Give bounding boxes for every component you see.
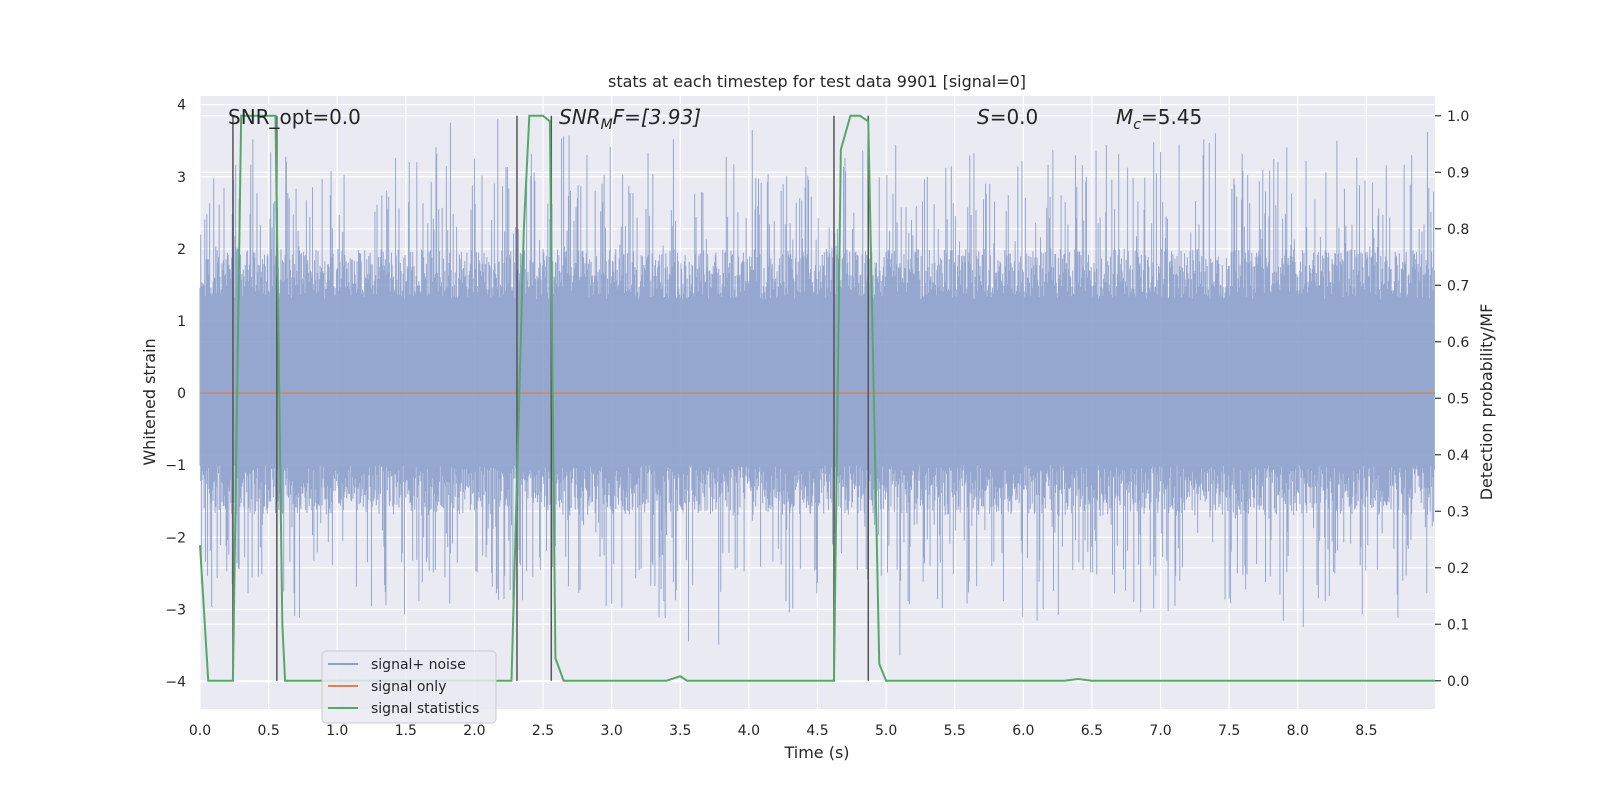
y-tick-label-left: 2 [177, 242, 186, 258]
y-tick-label-left: 1 [177, 314, 186, 330]
x-axis-label: Time (s) [783, 743, 849, 762]
x-tick-label: 6.5 [1081, 723, 1103, 739]
right-tick-marks [1435, 115, 1441, 682]
y-tick-label-right: 1.0 [1447, 109, 1469, 125]
legend-label-signal-only: signal only [371, 679, 446, 695]
x-tick-label: 7.0 [1149, 723, 1171, 739]
x-tick-label: 4.5 [806, 723, 828, 739]
x-tick-label: 6.0 [1012, 723, 1034, 739]
y-tick-label-right: 0.1 [1447, 617, 1469, 633]
x-tick-label: 7.5 [1218, 723, 1240, 739]
x-tick-label: 3.0 [601, 723, 623, 739]
y-tick-label-right: 0.4 [1447, 448, 1469, 464]
y-tick-label-right: 0.5 [1447, 391, 1469, 407]
y-tick-label-right: 0.9 [1447, 165, 1469, 181]
x-tick-label: 5.0 [875, 723, 897, 739]
y-tick-label-right: 0.3 [1447, 504, 1469, 520]
legend-label-noise: signal+ noise [371, 657, 466, 673]
snr-mf-main: SNR [559, 105, 601, 129]
mc-main: M [1116, 105, 1133, 129]
y-tick-label-left: −4 [165, 675, 186, 691]
legend-label-statistics: signal statistics [371, 701, 479, 717]
annotation-s: S=0.0 [977, 105, 1038, 129]
x-tick-label: 4.0 [738, 723, 760, 739]
y-tick-label-right: 0.0 [1447, 674, 1469, 690]
y-tick-labels-right: 1.0 0.9 0.8 0.7 0.6 0.5 0.4 0.3 0.2 0.1 0.0 [1447, 109, 1469, 690]
legend-box [321, 650, 497, 724]
y-axis-label-right: Detection probability/MF [1477, 304, 1496, 501]
statistics-line [199, 114, 1435, 682]
y-tick-label-right: 0.6 [1447, 335, 1469, 351]
y-tick-label-right: 0.2 [1447, 561, 1469, 577]
y-tick-label-left: −2 [165, 530, 186, 546]
mc-sub: c [1133, 117, 1141, 133]
x-tick-label: 0.0 [189, 723, 211, 739]
y-tick-labels-left: 4 3 2 1 0 −1 −2 −3 −4 [165, 98, 186, 691]
x-tick-labels: 0.0 0.5 1.0 1.5 2.0 2.5 3.0 3.5 4.0 4.5 5.0 5.5 6.0 6… [189, 723, 1378, 739]
y-tick-label-right: 0.8 [1447, 222, 1469, 238]
annotation-mc: Mc=5.45 [1116, 105, 1202, 133]
y-tick-label-left: 4 [177, 98, 186, 114]
x-tick-label: 0.5 [257, 723, 279, 739]
y-tick-label-right: 0.7 [1447, 278, 1469, 294]
x-tick-label: 2.5 [532, 723, 554, 739]
x-tick-label: 8.0 [1287, 723, 1309, 739]
y-tick-label-left: −3 [165, 602, 186, 618]
x-tick-label: 1.5 [395, 723, 417, 739]
y-tick-label-left: 0 [177, 386, 186, 402]
s-main: S [977, 105, 990, 129]
annotation-snr-mf: SNRMF=[3.93] [559, 105, 701, 133]
x-tick-label: 3.5 [669, 723, 691, 739]
s-rest: =0.0 [990, 105, 1039, 129]
y-tick-label-left: −1 [165, 458, 186, 474]
x-tick-label: 1.0 [326, 723, 348, 739]
noise-trace [199, 119, 1435, 656]
x-tick-label: 5.5 [944, 723, 966, 739]
x-tick-label: 2.0 [463, 723, 485, 739]
noise-series [199, 119, 1435, 656]
snr-mf-sub: M [601, 117, 613, 133]
legend: signal+ noise signal only signal statist… [321, 650, 497, 724]
chart-title: stats at each timestep for test data 990… [608, 72, 1026, 91]
x-tick-label: 8.5 [1355, 723, 1377, 739]
y-axis-label-left: Whitened strain [140, 338, 159, 465]
mc-rest: =5.45 [1141, 105, 1202, 129]
annotation-snr-opt: SNR_opt=0.0 [228, 105, 361, 129]
snr-mf-rest: F=[3.93] [613, 105, 701, 129]
y-tick-label-left: 3 [177, 170, 186, 186]
